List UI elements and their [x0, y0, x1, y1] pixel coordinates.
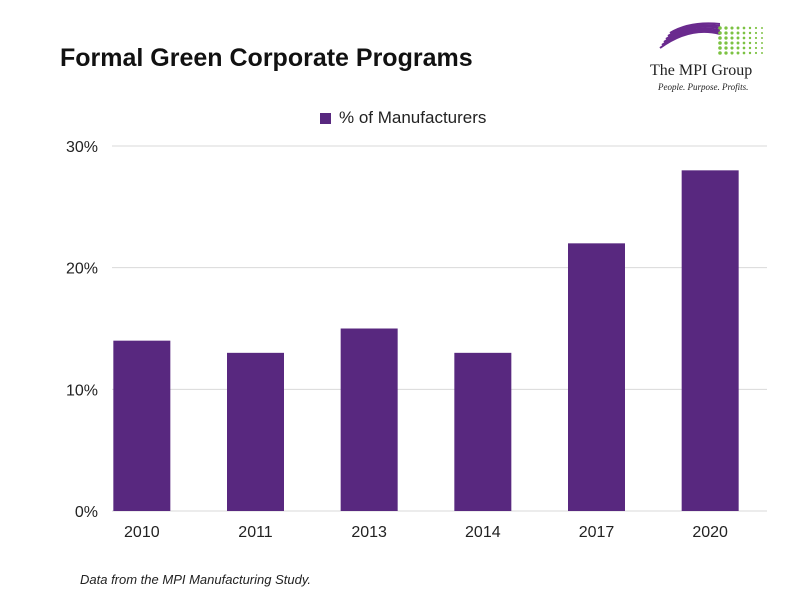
logo-dot [742, 36, 746, 40]
logo-dot [748, 36, 752, 40]
mpi-group-logo: The MPI Group People. Purpose. Profits. [640, 20, 780, 100]
chart-title: Formal Green Corporate Programs [60, 44, 473, 72]
logo-dot [724, 41, 728, 45]
y-tick-label: 20% [66, 261, 98, 278]
bar [454, 352, 512, 511]
logo-dot [761, 27, 763, 29]
logo-swoosh-icon [659, 22, 763, 55]
swoosh-line [665, 25, 721, 40]
logo-dot [754, 41, 758, 45]
logo-dot [754, 31, 758, 35]
logo-dot [718, 46, 722, 50]
logo-dot [742, 31, 746, 35]
legend-label: % of Manufacturers [339, 108, 487, 127]
bar [113, 340, 171, 511]
logo-dot [742, 51, 746, 55]
footnote: Data from the MPI Manufacturing Study. [80, 572, 311, 587]
y-tick-label: 10% [66, 382, 98, 399]
swoosh-line [659, 30, 721, 49]
logo-dot [736, 26, 740, 30]
logo-dot [748, 51, 752, 55]
x-tick-label: 2013 [351, 524, 387, 541]
logo-dot [724, 51, 728, 55]
bar [681, 170, 739, 512]
swoosh-line [669, 22, 721, 34]
x-tick-label: 2014 [465, 524, 501, 541]
logo-dot [730, 26, 734, 30]
swoosh-line [663, 27, 721, 43]
logo-dot [761, 52, 763, 54]
logo-dot [742, 26, 746, 30]
logo-dot [718, 41, 722, 45]
logo-dot [736, 46, 740, 50]
logo-dot [748, 46, 752, 50]
swoosh-line [667, 24, 721, 37]
x-tick-label: 2010 [124, 524, 160, 541]
logo-dot [730, 36, 734, 40]
logo-dot [730, 51, 734, 55]
logo-dot [761, 42, 763, 44]
logo-dot [736, 51, 740, 55]
logo-dot [742, 41, 746, 45]
y-tick-label: 30% [66, 139, 98, 156]
logo-dot [761, 37, 763, 39]
logo-dot [718, 36, 722, 40]
logo-dot [736, 36, 740, 40]
logo-dot [748, 41, 752, 45]
y-tick-label: 0% [75, 504, 98, 521]
logo-dot [730, 41, 734, 45]
logo-dot [761, 32, 763, 34]
logo-dot [730, 46, 734, 50]
bar [227, 352, 284, 511]
logo-dot [724, 26, 728, 30]
logo-dot [736, 31, 740, 35]
logo-dot [730, 31, 734, 35]
legend-swatch [320, 112, 331, 124]
logo-dot [736, 41, 740, 45]
x-tick-label: 2017 [579, 524, 615, 541]
logo-dot [748, 31, 752, 35]
logo-dot [754, 36, 758, 40]
legend: % of Manufacturers [320, 108, 486, 128]
logo-dot [718, 51, 722, 55]
swoosh-line [661, 29, 721, 46]
logo-dot [724, 36, 728, 40]
logo-dot [718, 31, 722, 35]
bar [340, 328, 398, 511]
logo-dot [724, 46, 728, 50]
logo-dot [718, 26, 722, 30]
logo-dot [754, 51, 758, 55]
bar-chart: 0% 10% 20% 30% 2010 2011 2013 2014 2017 2020 [66, 139, 767, 541]
logo-dot [754, 46, 758, 50]
logo-dot [748, 26, 752, 30]
bar [568, 243, 625, 512]
x-tick-label: 2020 [692, 524, 728, 541]
logo-dot [724, 31, 728, 35]
x-tick-label: 2011 [238, 524, 273, 541]
logo-tagline: People. Purpose. Profits. [658, 82, 749, 92]
logo-dot [761, 47, 763, 49]
logo-name: The MPI Group [650, 62, 753, 79]
logo-dot [742, 46, 746, 50]
logo-dot [754, 26, 758, 30]
